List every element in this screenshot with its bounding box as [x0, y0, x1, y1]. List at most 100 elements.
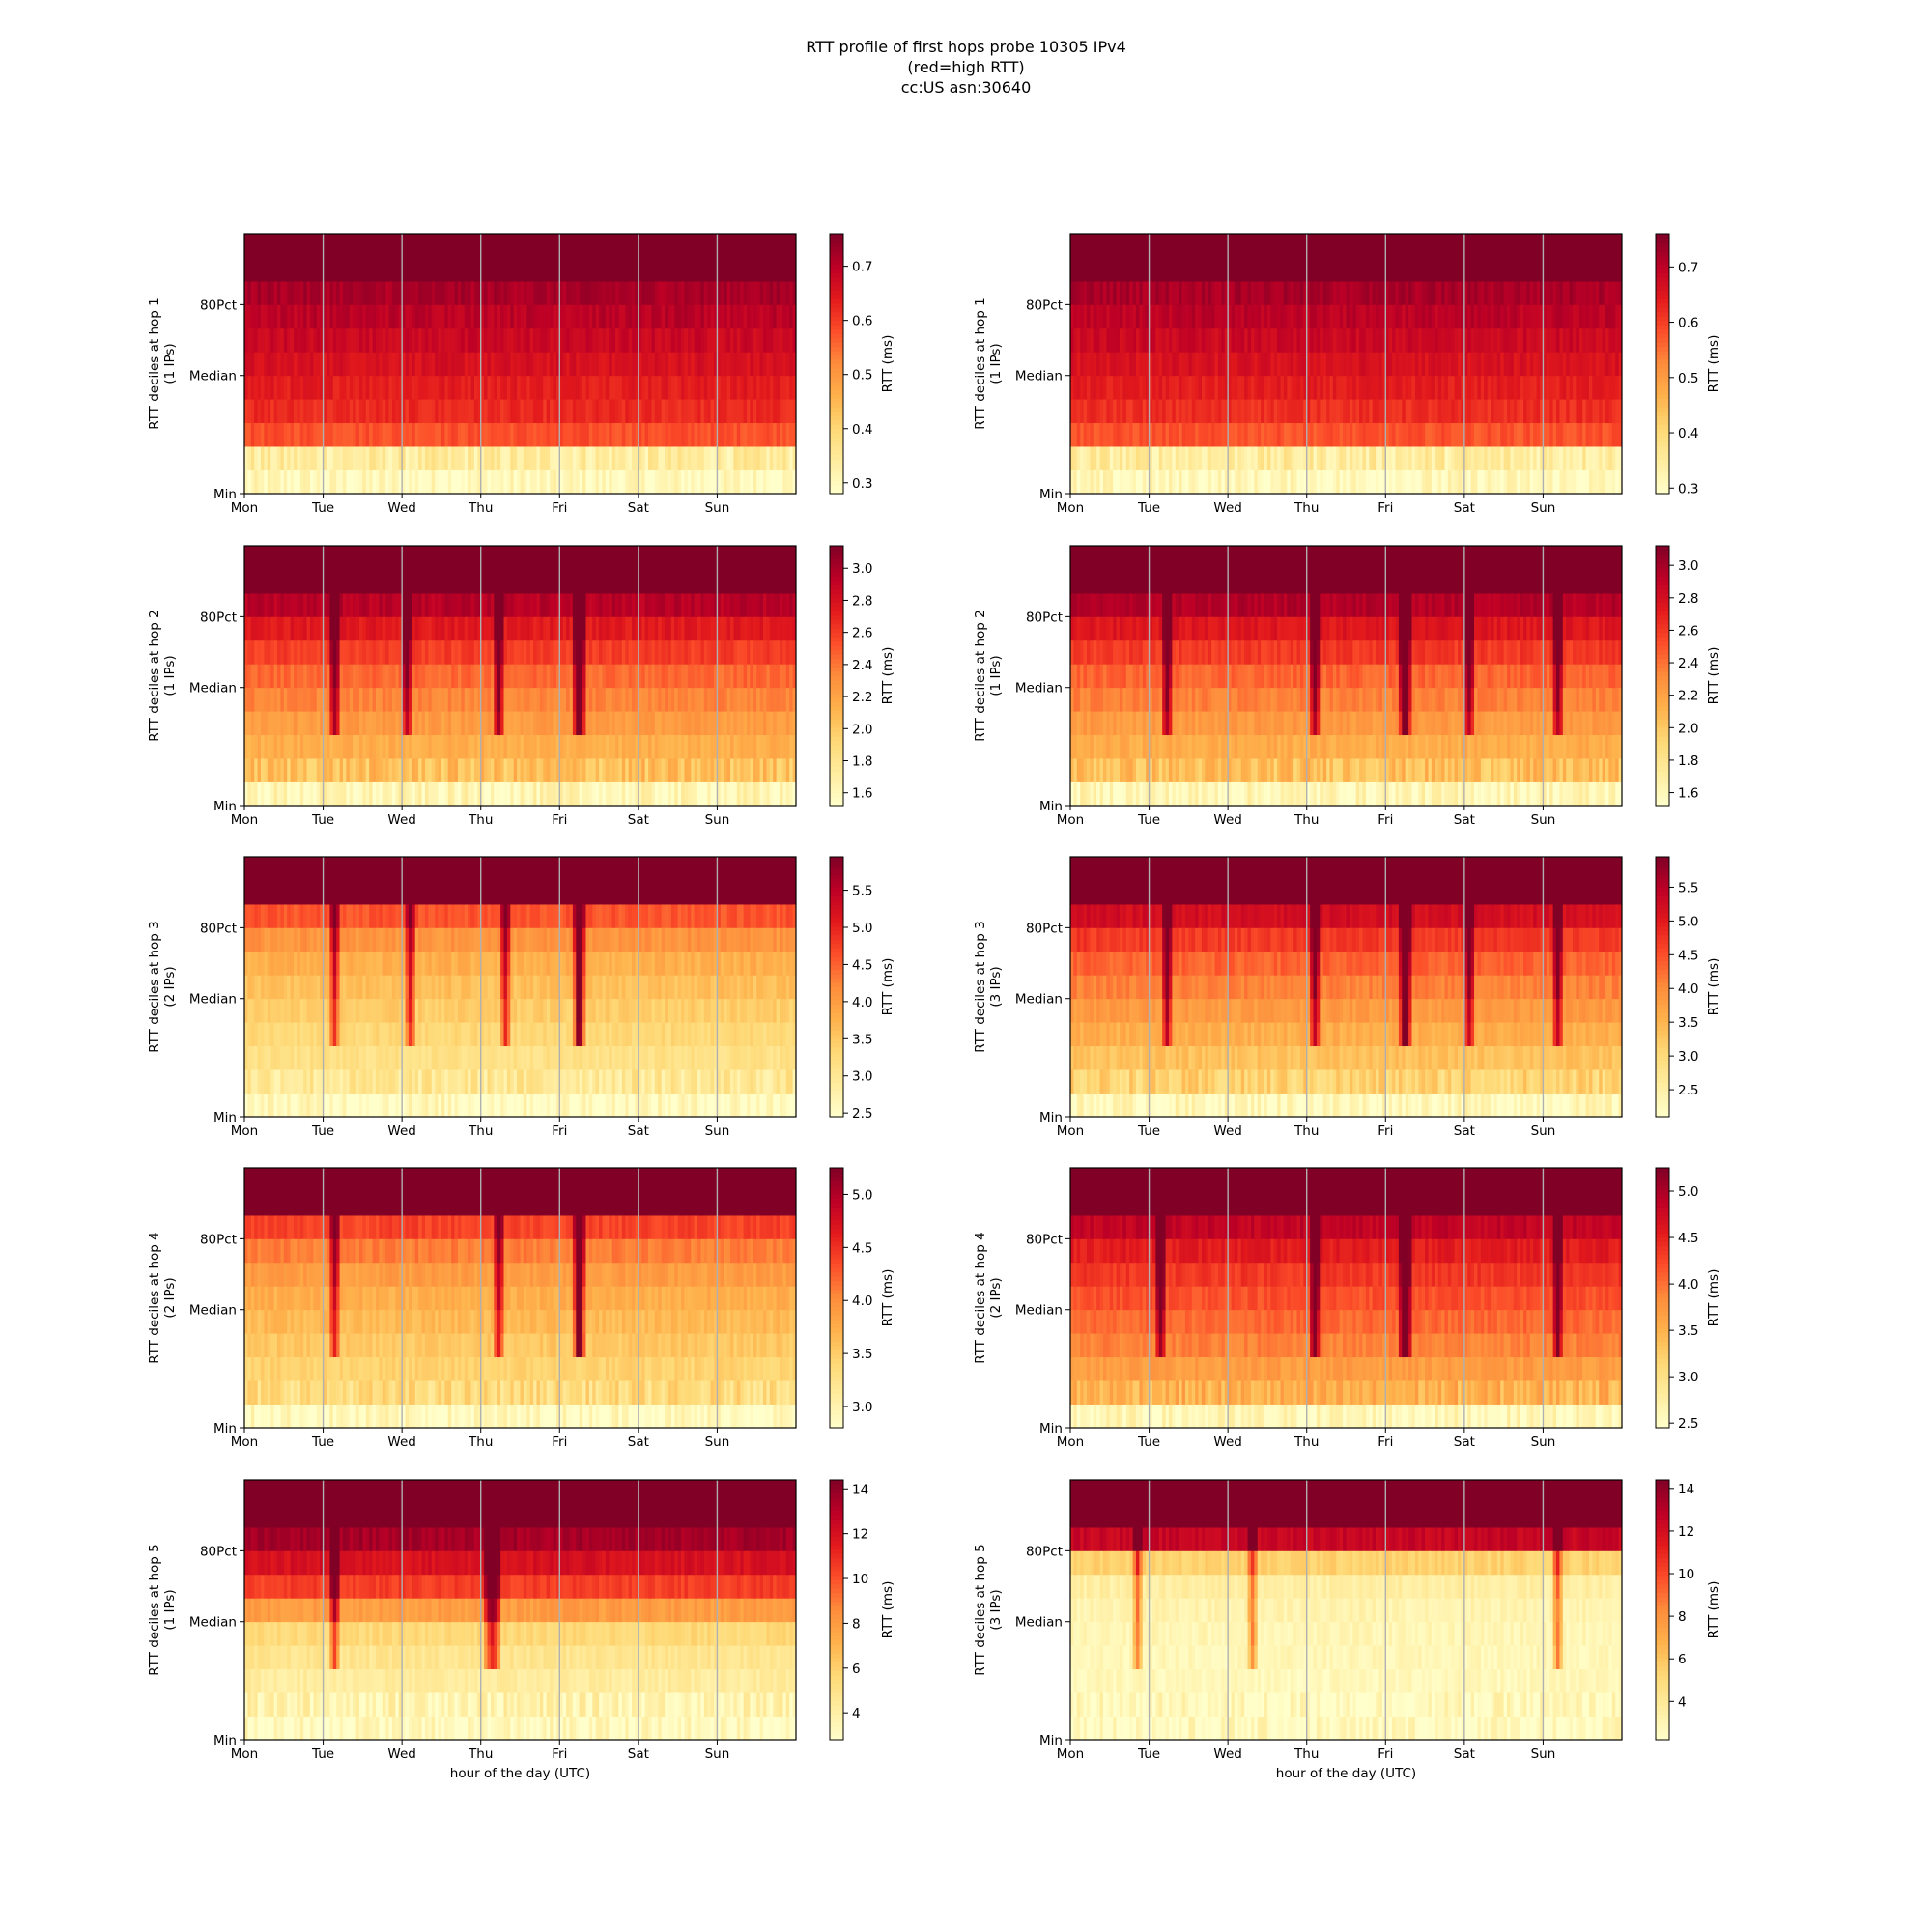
heatmap-cell — [681, 352, 685, 377]
heatmap-cell — [668, 758, 672, 782]
heatmap-cell — [566, 422, 570, 447]
heatmap-cell — [766, 781, 771, 807]
heatmap-cell — [780, 781, 783, 807]
heatmap-cell — [398, 469, 403, 495]
heatmap-cell — [550, 422, 554, 447]
heatmap-cell — [412, 375, 416, 400]
heatmap-cell — [756, 664, 761, 689]
heatmap-cell — [1474, 422, 1478, 447]
heatmap-cell — [536, 422, 541, 447]
heatmap-cell — [1589, 422, 1593, 447]
heatmap-cell — [1359, 327, 1363, 353]
heatmap-cell — [385, 280, 389, 305]
heatmap-cell — [1529, 399, 1534, 424]
heatmap-cell — [353, 758, 356, 782]
heatmap-cell — [257, 639, 262, 665]
heatmap-cell — [1602, 375, 1606, 400]
heatmap-cell — [346, 711, 351, 736]
heatmap-cell — [395, 327, 400, 353]
heatmap-cell — [658, 781, 663, 807]
heatmap-cell — [369, 711, 373, 736]
heatmap-cell — [273, 687, 278, 712]
heatmap-cell — [520, 352, 525, 377]
heatmap-cell — [1346, 304, 1350, 329]
heatmap-cell — [464, 616, 469, 641]
heatmap-cell — [431, 616, 436, 641]
heatmap-cell — [398, 664, 403, 689]
heatmap-cell — [287, 399, 291, 424]
heatmap-cell — [1408, 446, 1412, 470]
heatmap-cell — [480, 446, 485, 470]
colorbar-segment — [1656, 285, 1669, 291]
heatmap-cell — [444, 711, 449, 736]
heatmap-cell — [1595, 352, 1600, 377]
heatmap-cell — [244, 446, 248, 470]
heatmap-cell — [582, 280, 586, 305]
heatmap-cell — [1608, 399, 1613, 424]
heatmap-cell — [651, 280, 656, 305]
heatmap-cell — [1536, 280, 1541, 305]
heatmap-cell — [730, 280, 734, 305]
heatmap-cell — [1299, 446, 1304, 470]
heatmap-cell — [611, 664, 616, 689]
heatmap-cell — [566, 304, 570, 329]
heatmap-cell — [1540, 446, 1544, 470]
heatmap-cell — [740, 664, 745, 689]
heatmap-cell — [342, 352, 347, 377]
heatmap-cell — [362, 592, 367, 617]
heatmap-cell — [506, 375, 511, 400]
colorbar-segment — [1656, 255, 1669, 261]
heatmap-cell — [750, 711, 754, 736]
heatmap-cell — [605, 616, 610, 641]
heatmap-cell — [408, 592, 412, 617]
heatmap-cell — [609, 280, 613, 305]
heatmap-cell — [1217, 446, 1222, 470]
colorbar-segment — [830, 250, 843, 257]
heatmap-cell — [372, 711, 377, 736]
heatmap-cell — [644, 664, 649, 689]
heatmap-cell — [785, 304, 790, 329]
heatmap-cell — [303, 734, 307, 759]
heatmap-cell — [332, 664, 337, 689]
colorbar-tick-label: 0.7 — [1678, 260, 1698, 275]
heatmap-cell — [280, 687, 285, 712]
heatmap-cell — [379, 304, 384, 329]
heatmap-cell — [1543, 469, 1548, 495]
heatmap-cell — [1270, 469, 1275, 495]
heatmap-cell — [326, 352, 330, 377]
heatmap-cell — [677, 280, 682, 305]
heatmap-cell — [1595, 304, 1600, 329]
heatmap-cell — [398, 711, 403, 736]
heatmap-cell — [1254, 422, 1259, 447]
heatmap-cell — [1376, 446, 1379, 470]
heatmap-cell — [402, 422, 406, 447]
heatmap-cell — [773, 781, 778, 807]
heatmap-cell — [287, 280, 291, 305]
heatmap-cell — [1355, 352, 1360, 377]
heatmap-cell — [490, 446, 495, 470]
heatmap-cell — [503, 327, 508, 353]
heatmap-cell — [602, 469, 607, 495]
heatmap-cell — [1507, 399, 1511, 424]
heatmap-cell — [1467, 375, 1472, 400]
heatmap-cell — [358, 734, 363, 759]
heatmap-cell — [609, 781, 613, 807]
heatmap-cell — [1119, 446, 1123, 470]
heatmap-cell — [599, 304, 603, 329]
heatmap-cell — [1264, 422, 1268, 447]
heatmap-cell — [733, 446, 738, 470]
heatmap-cell — [1477, 422, 1482, 447]
heatmap-cell — [468, 664, 471, 689]
heatmap-cell — [566, 375, 570, 400]
heatmap-cell — [661, 469, 666, 495]
heatmap-cell — [329, 375, 334, 400]
heatmap-cell — [789, 711, 793, 736]
heatmap-cell — [464, 352, 469, 377]
heatmap-cell — [1322, 375, 1327, 400]
heatmap-cell — [398, 399, 403, 424]
colorbar-tick-label: 0.3 — [852, 476, 872, 492]
heatmap-cell — [1615, 280, 1619, 305]
heatmap-cell — [576, 758, 581, 782]
heatmap-cell — [1231, 327, 1236, 353]
heatmap-cell — [276, 711, 281, 736]
